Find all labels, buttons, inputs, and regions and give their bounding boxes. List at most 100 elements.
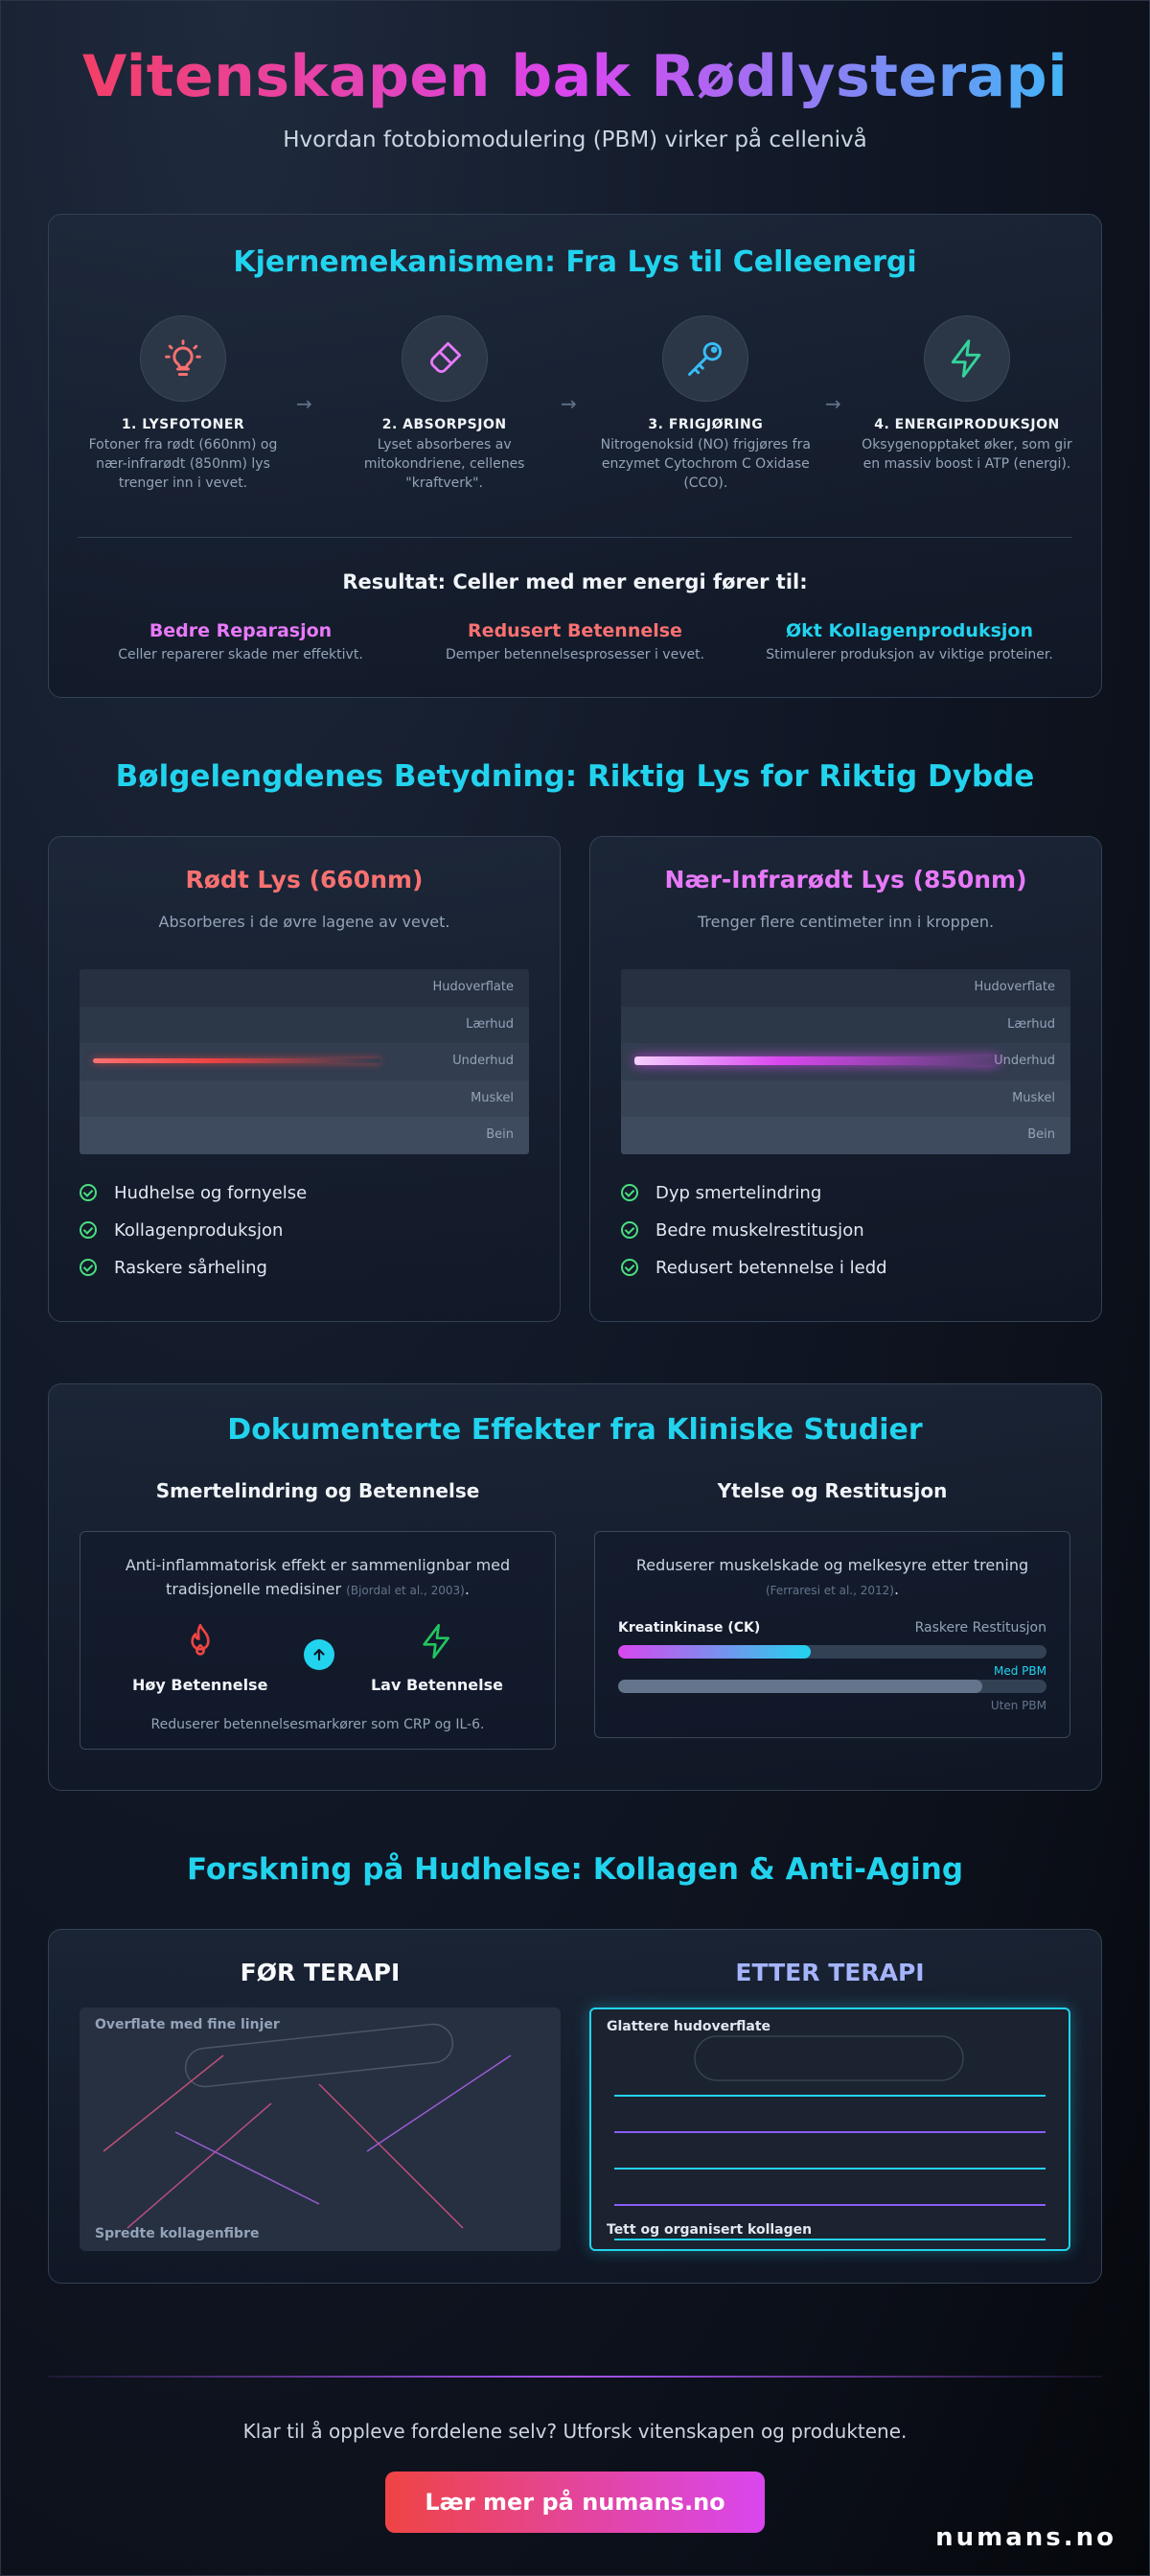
pain-text-body: Anti-inflammatorisk effekt er sammenlign… [125,1556,511,1598]
after-bottom-label: Tett og organisert kollagen [607,2222,813,2238]
before-bottom-label: Spredte kollagenfibre [95,2226,260,2241]
result-item: Bedre Reparasjon Celler reparerer skade … [87,620,394,662]
recovery-heading: Ytelse og Restitusjon [717,1479,948,1502]
result-desc: Stimulerer produksjon av viktige protein… [766,647,1053,662]
recovery-box: Reduserer muskelskade og melkesyre etter… [594,1531,1070,1738]
red-benefits: Hudhelse og fornyelse Kollagenproduksjon… [80,1183,529,1278]
result-title: Resultat: Celler med mer energi fører ti… [342,570,808,593]
step-text: Lyset absorberes av mitokondriene, celle… [363,437,525,491]
recovery-column: Ytelse og Restitusjon Reduserer muskelsk… [594,1479,1070,1750]
mechanism-title: Kjernemekanismen: Fra Lys til Celleenerg… [233,245,917,279]
check-circle-icon [621,1184,638,1201]
pain-citation: (Bjordal et al., 2003) [346,1584,465,1597]
after-top-label: Glattere hudoverflate [607,2019,771,2034]
results-list: Bedre Reparasjon Celler reparerer skade … [78,620,1072,662]
without-pbm-label: Uten PBM [990,1699,1046,1712]
metric-labels: Kreatinkinase (CK) Raskere Restitusjon [618,1620,1046,1636]
page-title: Vitenskapen bak Rødlysterapi [48,1,1102,110]
high-inflammation-label: Høy Betennelse [132,1676,268,1694]
step-text: Oksygenopptaket øker, som gir en massiv … [862,437,1072,472]
key-icon [662,315,749,402]
nir-light-beam [634,1056,999,1065]
before-column: FØR TERAPI Overflate med fine linjer Spr… [80,1959,561,2251]
inflammation-row: Høy Betennelse Lav Betennelse [104,1622,532,1694]
clinical-columns: Smertelindring og Betennelse Anti-inflam… [80,1479,1070,1750]
lightning-icon [418,1624,456,1664]
arrow-right-icon: → [825,392,841,415]
benefit-text: Redusert betennelse i ledd [656,1257,887,1278]
step-release: 3. FRIGJØRING Nitrogenoksid (NO) frigjør… [600,315,811,493]
clinical-title: Dokumenterte Effekter fra Kliniske Studi… [227,1413,923,1447]
step-title: 1. LYSFOTONER [121,417,245,432]
layer-label: Hudoverflate [80,969,529,1007]
step-title: 3. FRIGJØRING [648,417,764,432]
tissue-layers: Hudoverflate Lærhud Underhud Muskel Bein [80,969,529,1154]
eraser-icon [401,315,488,402]
red-light-desc: Absorberes i de øvre lagene av vevet. [158,913,450,931]
inflammation-note: Reduserer betennelsesmarkører som CRP og… [150,1717,485,1732]
result-desc: Demper betennelsesprosesser i vevet. [445,647,705,662]
benefit-text: Raskere sårheling [114,1257,267,1278]
arrow-right-icon: → [296,392,312,415]
after-column: ETTER TERAPI Glattere hudoverflate Tett … [589,1959,1070,2251]
benefit-text: Bedre muskelrestitusjon [656,1219,864,1241]
benefit-item: Redusert betennelse i ledd [621,1258,1070,1278]
tissue-layers: Hudoverflate Lærhud Underhud Muskel Bein [621,969,1070,1154]
step-title: 4. ENERGIPRODUKSJON [874,417,1060,432]
check-circle-icon [80,1259,97,1276]
low-inflammation: Lav Betennelse [371,1622,503,1694]
before-illustration: Overflate med fine linjer Spredte kollag… [80,2007,561,2251]
layer-label: Lærhud [80,1006,529,1043]
wavelength-title: Bølgelengdenes Betydning: Riktig Lys for… [115,759,1035,794]
without-pbm-bar [618,1680,1046,1693]
result-name: Redusert Betennelse [468,620,682,641]
pain-text: Anti-inflammatorisk effekt er sammenlign… [125,1556,511,1598]
check-circle-icon [80,1184,97,1201]
scattered-collagen-graphic [103,2023,512,2229]
wavelength-cards: Rødt Lys (660nm) Absorberes i de øvre la… [48,836,1102,1322]
benefit-item: Kollagenproduksjon [80,1220,529,1241]
check-circle-icon [621,1259,638,1276]
benefit-item: Raskere sårheling [80,1258,529,1278]
arrow-right-icon: → [561,392,577,415]
result-desc: Celler reparerer skade mer effektivt. [118,647,363,662]
without-pbm-fill [618,1680,982,1693]
nir-light-name: Nær-Infrarødt Lys (850nm) [664,866,1027,893]
mechanism-steps: 1. LYSFOTONER Fotoner fra rødt (660nm) o… [78,315,1072,493]
recovery-text: Reduserer muskelskade og melkesyre etter… [635,1556,1029,1598]
benefit-item: Bedre muskelrestitusjon [621,1220,1070,1241]
page-subtitle: Hvordan fotobiomodulering (PBM) virker p… [283,128,867,152]
after-heading: ETTER TERAPI [735,1959,925,1986]
step-text: Fotoner fra rødt (660nm) og nær-infrarød… [88,437,278,491]
skin-section: FØR TERAPI Overflate med fine linjer Spr… [48,1929,1102,2284]
step-absorption: 2. ABSORPSJON Lyset absorberes av mitoko… [339,315,550,493]
with-pbm-bar [618,1645,1046,1659]
before-heading: FØR TERAPI [240,1959,401,1986]
learn-more-button[interactable]: Lær mer på numans.no [385,2472,765,2533]
layer-label: Hudoverflate [621,969,1070,1007]
red-light-name: Rødt Lys (660nm) [185,866,424,893]
clinical-section: Dokumenterte Effekter fra Kliniske Studi… [48,1383,1102,1791]
layer-label: Muskel [80,1079,529,1117]
pain-column: Smertelindring og Betennelse Anti-inflam… [80,1479,556,1750]
cta-text: Klar til å oppleve fordelene selv? Utfor… [242,2420,908,2443]
layer-label: Lærhud [621,1006,1070,1043]
low-inflammation-label: Lav Betennelse [370,1676,503,1694]
footer-divider [48,2376,1102,2378]
nir-light-desc: Trenger flere centimeter inn i kroppen. [697,913,995,931]
step-text: Nitrogenoksid (NO) frigjøres fra enzymet… [600,437,811,491]
pain-box: Anti-inflammatorisk effekt er sammenlign… [80,1531,556,1750]
lightning-icon [923,315,1010,402]
after-illustration: Glattere hudoverflate Tett og organisert… [589,2007,1070,2251]
benefit-text: Kollagenproduksjon [114,1219,284,1241]
metric-right-label: Raskere Restitusjon [914,1620,1046,1636]
flame-icon [181,1624,219,1664]
high-inflammation: Høy Betennelse [132,1622,267,1694]
red-light-card: Rødt Lys (660nm) Absorberes i de øvre la… [48,836,561,1322]
divider [78,537,1072,538]
result-item: Økt Kollagenproduksjon Stimulerer produk… [756,620,1063,662]
lightbulb-icon [140,315,226,402]
metric-label: Kreatinkinase (CK) [618,1620,761,1636]
benefit-text: Hudhelse og fornyelse [114,1182,308,1203]
step-photons: 1. LYSFOTONER Fotoner fra rødt (660nm) o… [78,315,288,493]
